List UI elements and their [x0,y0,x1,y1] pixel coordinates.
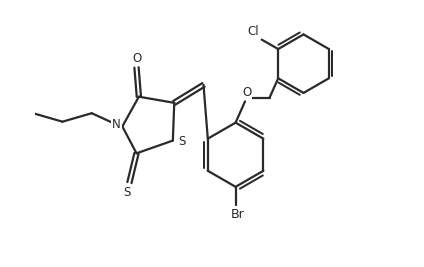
Text: S: S [123,186,131,198]
Text: Cl: Cl [247,25,259,38]
Text: O: O [242,87,251,99]
Text: S: S [179,135,186,148]
Text: O: O [132,52,141,65]
Text: N: N [112,117,121,131]
Text: Br: Br [231,208,245,221]
